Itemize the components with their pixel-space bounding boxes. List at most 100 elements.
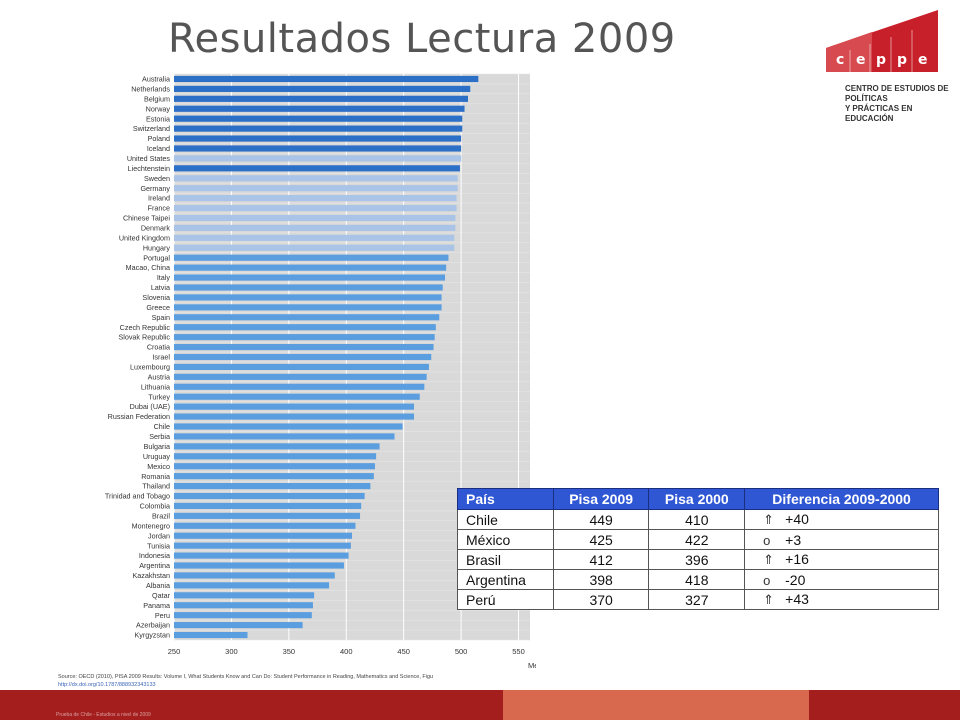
logo-letter-c: c xyxy=(836,52,844,68)
header-pisa-2000: Pisa 2000 xyxy=(648,488,746,510)
category-label: Peru xyxy=(155,611,170,620)
category-label: Croatia xyxy=(147,343,170,352)
category-label: Latvia xyxy=(151,283,170,292)
table-row: Chile 449 410 ⇑ +40 xyxy=(457,509,939,530)
category-label: United States xyxy=(127,154,171,163)
category-label: Israel xyxy=(152,353,170,362)
category-label: Ireland xyxy=(148,194,170,203)
bar-czech-republic xyxy=(174,324,436,331)
header-country: País xyxy=(457,488,554,510)
bar-latvia xyxy=(174,284,443,291)
row-difference-value: -20 xyxy=(785,571,806,588)
up-arrow-icon: ⇑ xyxy=(763,552,775,567)
bar-hungary xyxy=(174,244,455,251)
bar-germany xyxy=(174,185,458,192)
category-label: Romania xyxy=(141,472,170,481)
category-label: Belgium xyxy=(144,94,170,103)
category-label: Greece xyxy=(146,303,170,312)
category-label: Kyrgyzstan xyxy=(134,631,170,640)
category-label: Trinidad and Tobago xyxy=(105,492,170,501)
bar-bulgaria xyxy=(174,443,380,450)
category-label: Czech Republic xyxy=(120,323,171,332)
bar-portugal xyxy=(174,254,449,261)
category-label: Serbia xyxy=(149,432,170,441)
x-tick-label: 400 xyxy=(340,647,353,656)
row-difference: ⇑ +43 xyxy=(744,589,939,610)
category-label: Thailand xyxy=(142,482,170,491)
category-label: Argentina xyxy=(139,561,170,570)
category-label: Lithuania xyxy=(141,382,170,391)
category-label: Albania xyxy=(146,581,170,590)
category-label: Panama xyxy=(143,601,170,610)
row-pisa-2000: 418 xyxy=(648,569,746,590)
category-label: Estonia xyxy=(146,114,170,123)
category-label: Chile xyxy=(154,422,170,431)
category-label: Chinese Taipei xyxy=(123,214,170,223)
row-difference-value: +3 xyxy=(785,531,802,548)
category-label: Dubai (UAE) xyxy=(130,402,170,411)
bar-united-kingdom xyxy=(174,234,455,241)
category-label: United Kingdom xyxy=(119,233,170,242)
bar-peru xyxy=(174,612,312,619)
bar-azerbaijan xyxy=(174,622,303,629)
source-link[interactable]: http://dx.doi.org/10.1787/888932343133 xyxy=(58,682,156,688)
row-pisa-2009: 412 xyxy=(552,549,650,570)
logo-subtitle: CENTRO DE ESTUDIOS DE POLÍTICAS Y PRÁCTI… xyxy=(845,84,949,123)
bar-qatar xyxy=(174,592,315,599)
category-label: Azerbaijan xyxy=(136,621,170,630)
circle-icon: o xyxy=(763,572,771,588)
bar-estonia xyxy=(174,115,463,122)
logo-letter-e2: e xyxy=(918,52,928,68)
slide-title: Resultados Lectura 2009 xyxy=(168,16,676,62)
bar-serbia xyxy=(174,433,395,440)
category-label: Montenegro xyxy=(132,521,170,530)
category-label: Turkey xyxy=(148,392,170,401)
row-difference-value: +16 xyxy=(785,551,809,567)
bar-switzerland xyxy=(174,125,463,132)
up-arrow-icon: ⇑ xyxy=(763,592,775,607)
bar-thailand xyxy=(174,483,371,490)
up-arrow-icon: ⇑ xyxy=(763,512,775,527)
bar-ireland xyxy=(174,195,457,202)
category-label: Austria xyxy=(148,372,170,381)
row-difference-value: +40 xyxy=(785,511,809,527)
bar-australia xyxy=(174,75,479,83)
x-tick-label: 250 xyxy=(168,647,181,656)
category-label: France xyxy=(148,204,170,213)
bar-luxembourg xyxy=(174,363,429,371)
bar-turkey xyxy=(174,393,420,400)
footer-accent xyxy=(503,690,809,720)
bar-albania xyxy=(174,582,330,589)
row-difference: o -20 xyxy=(744,569,939,590)
category-label: Tunisia xyxy=(147,541,170,550)
bar-dubai-uae- xyxy=(174,403,415,410)
x-tick-label: 550 xyxy=(512,647,525,656)
bar-poland xyxy=(174,135,462,142)
chart-source: Source: OECD (2010), PISA 2009 Results: … xyxy=(58,673,538,689)
footer-text: Prueba de Chile - Estudios a nivel de 20… xyxy=(56,712,151,718)
category-label: Qatar xyxy=(152,591,171,600)
bar-iceland xyxy=(174,145,462,152)
bar-uruguay xyxy=(174,453,377,460)
category-label: Macao, China xyxy=(126,263,170,272)
bar-indonesia xyxy=(174,552,349,559)
category-label: Iceland xyxy=(147,144,170,153)
bar-chinese-taipei xyxy=(174,214,456,222)
bar-belgium xyxy=(174,95,468,102)
category-label: Liechtenstein xyxy=(128,164,170,173)
bar-jordan xyxy=(174,532,352,539)
row-difference: ⇑ +40 xyxy=(744,509,939,530)
table-row: Argentina 398 418 o -20 xyxy=(457,569,939,590)
row-country: Perú xyxy=(457,589,554,610)
bar-united-states xyxy=(174,155,462,162)
bar-panama xyxy=(174,602,313,609)
bar-spain xyxy=(174,314,440,321)
row-pisa-2000: 410 xyxy=(648,509,746,530)
category-label: Hungary xyxy=(143,243,171,252)
table-row: Brasil 412 396 ⇑ +16 xyxy=(457,549,939,570)
row-country: Brasil xyxy=(457,549,554,570)
bar-slovenia xyxy=(174,294,442,301)
category-label: Poland xyxy=(148,134,170,143)
x-axis-label: Mea xyxy=(528,661,536,670)
footer-bar: Prueba de Chile - Estudios a nivel de 20… xyxy=(0,690,960,720)
